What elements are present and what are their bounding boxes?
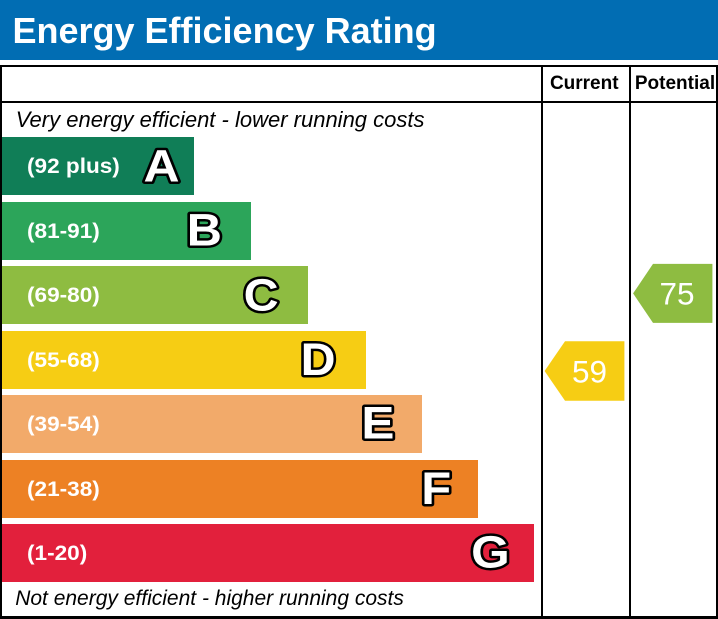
svg-text:B: B (187, 204, 222, 255)
svg-text:C: C (244, 269, 279, 320)
svg-text:59: 59 (572, 354, 607, 390)
svg-text:A: A (144, 142, 180, 193)
svg-text:G: G (471, 528, 510, 579)
svg-text:F: F (421, 464, 451, 515)
svg-text:75: 75 (659, 276, 694, 312)
svg-text:E: E (361, 398, 394, 449)
svg-text:D: D (301, 334, 336, 385)
